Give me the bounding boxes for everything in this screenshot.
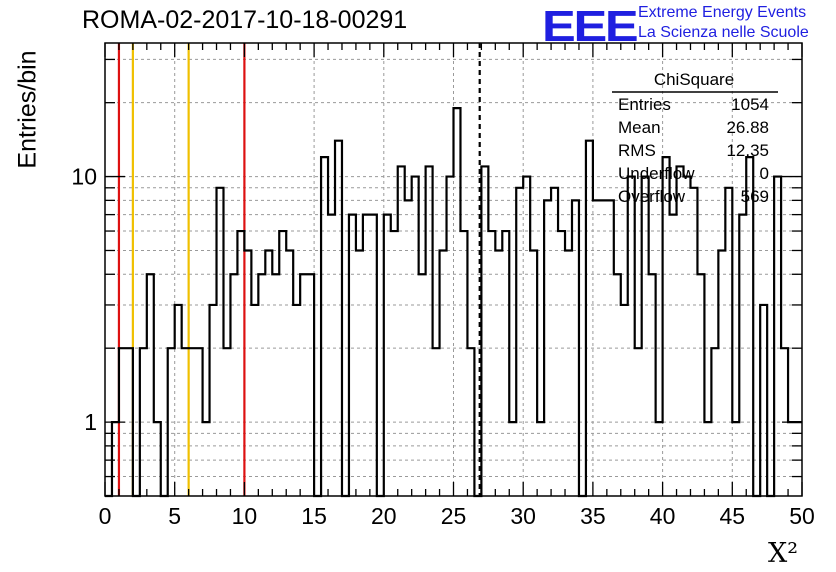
stats-row-label: Mean — [618, 118, 661, 137]
logo-subtitle-line2: La Scienza nelle Scuole — [638, 24, 809, 41]
stats-row-value: 0 — [760, 164, 769, 183]
stats-box: ChiSquare Entries 1054 Mean 26.88 RMS 12.35 Un… — [612, 70, 778, 206]
stats-row-value: 26.88 — [726, 118, 769, 137]
logo-subtitle-line1: Extreme Energy Events — [638, 4, 807, 21]
axis-ticks — [104, 43, 803, 496]
x-tick-label: 10 — [232, 503, 258, 529]
x-tick-label: 20 — [371, 503, 397, 529]
x-tick-label: 50 — [789, 503, 815, 529]
x-tick-label: 30 — [510, 503, 536, 529]
y-tick-label: 10 — [71, 164, 97, 190]
grid-lines — [105, 43, 802, 496]
x-axis-label: X² — [768, 538, 799, 569]
stats-row-label: Overflow — [618, 187, 686, 206]
x-tick-label: 15 — [301, 503, 327, 529]
x-tick-label: 35 — [580, 503, 606, 529]
stats-row-label: Underflow — [618, 164, 695, 183]
x-tick-label: 45 — [720, 503, 746, 529]
x-tick-label: 25 — [441, 503, 467, 529]
x-tick-label: 5 — [168, 503, 181, 529]
chart-title: ROMA-02-2017-10-18-00291 — [82, 6, 408, 34]
x-tick-label: 40 — [650, 503, 676, 529]
histogram-outline — [105, 107, 802, 498]
y-tick-label: 1 — [84, 409, 97, 435]
x-tick-label: 0 — [99, 503, 112, 529]
stats-row-label: Entries — [618, 95, 671, 114]
stats-row-value: 12.35 — [726, 141, 769, 160]
stats-row-value: 569 — [741, 187, 769, 206]
stats-title: ChiSquare — [654, 70, 734, 89]
stats-row-label: RMS — [618, 141, 656, 160]
axis-tick-labels: 0 5 10 15 20 25 30 35 40 45 50 1 10 — [71, 164, 814, 529]
stats-row-value: 1054 — [731, 95, 769, 114]
